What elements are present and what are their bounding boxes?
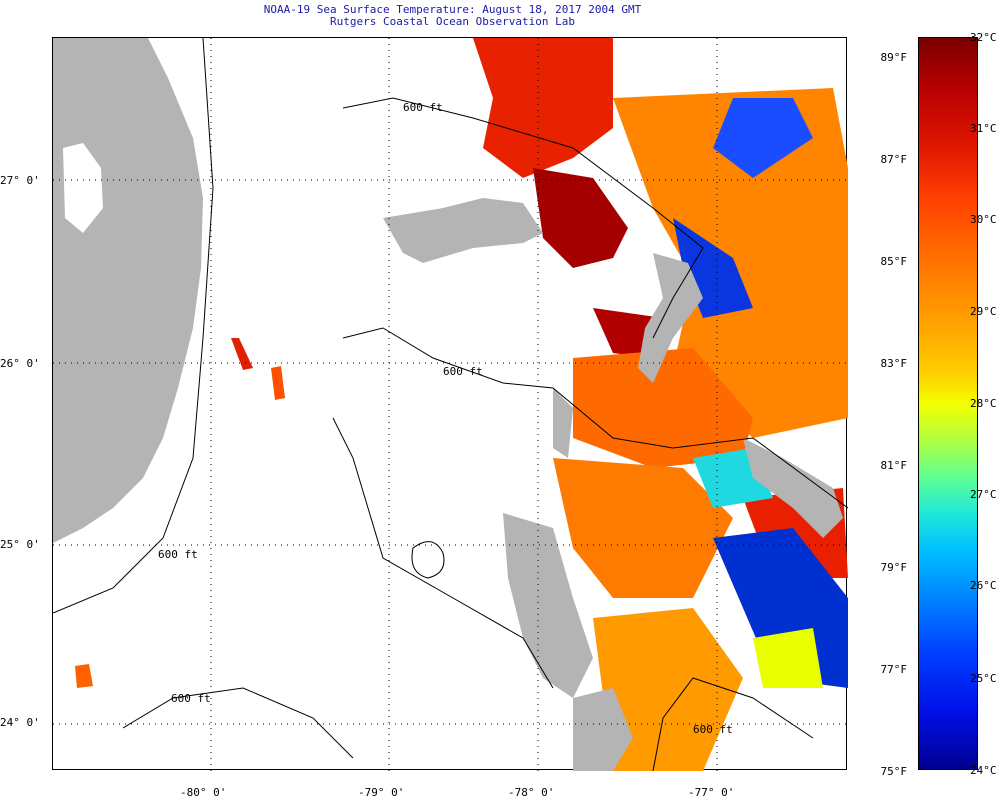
lon-label-77: -77° 0' <box>688 786 735 799</box>
sst-patch-yellow <box>753 628 823 688</box>
colorbar-f-75: 75°F <box>880 765 908 778</box>
bimini-bank-island <box>553 388 573 458</box>
exuma-chain <box>573 688 633 771</box>
contour-label-3: 600 ft <box>158 548 198 561</box>
sst-patch-orange-southeast <box>593 608 743 771</box>
colorbar-f-83: 83°F <box>880 357 908 370</box>
colorbar-f-89: 89°F <box>880 51 908 64</box>
florida-land <box>53 38 203 543</box>
colorbar-f-77: 77°F <box>880 663 908 676</box>
sst-map-canvas: 600 ft 600 ft 600 ft 600 ft 600 ft <box>52 37 849 772</box>
colorbar-f-85: 85°F <box>880 255 908 268</box>
graticule <box>53 38 848 771</box>
contour-600ft-little-bahama <box>342 97 704 339</box>
colorbar-c-31: 31°C <box>970 122 997 135</box>
sst-map: 600 ft 600 ft 600 ft 600 ft 600 ft <box>52 37 849 772</box>
contour-600ft-southeast <box>652 677 814 772</box>
lat-label-24: 24° 0' <box>0 716 40 729</box>
colorbar-f-81: 81°F <box>880 459 908 472</box>
contour-600ft-tongue <box>332 417 554 689</box>
lake-okeechobee <box>63 143 103 233</box>
lat-label-25: 25° 0' <box>0 538 40 551</box>
colorbar-c-25: 25°C <box>970 672 997 685</box>
sst-patch-west-small2 <box>271 366 285 400</box>
sst-patch-north-dark <box>533 168 628 268</box>
colorbar-c-29: 29°C <box>970 305 997 318</box>
map-title: NOAA-19 Sea Surface Temperature: August … <box>263 3 642 16</box>
sst-patch-north-red <box>473 38 613 178</box>
colorbar-c-28: 28°C <box>970 397 997 410</box>
land <box>53 38 843 771</box>
lon-label-78: -78° 0' <box>508 786 555 799</box>
sst-patch-southwest-spot <box>75 664 93 688</box>
colorbar-f-79: 79°F <box>880 561 908 574</box>
sst-patch-west-small <box>231 338 253 370</box>
eleuthera-island <box>743 438 843 538</box>
lat-label-26: 26° 0' <box>0 357 40 370</box>
abaco-island <box>638 253 703 383</box>
contour-label-5: 600 ft <box>693 723 733 736</box>
depth-contours <box>52 37 849 772</box>
colorbar-c-32: 32°C <box>970 31 997 44</box>
contour-600ft-great-bahama <box>342 327 849 509</box>
contour-600ft-florida <box>52 37 214 614</box>
colorbar-f-87: 87°F <box>880 153 908 166</box>
sst-patch-cool-band <box>713 98 813 178</box>
andros-island <box>503 513 593 698</box>
contour-label-4: 600 ft <box>171 692 211 705</box>
lon-label-80: -80° 0' <box>180 786 227 799</box>
sst-field <box>75 38 848 771</box>
colorbar-c-27: 27°C <box>970 488 997 501</box>
lon-label-79: -79° 0' <box>358 786 405 799</box>
sst-patch-orange-south <box>553 458 733 598</box>
colorbar-c-26: 26°C <box>970 579 997 592</box>
contour-label-2: 600 ft <box>443 365 483 378</box>
sst-patch-orange-central <box>573 348 753 468</box>
contour-label-1: 600 ft <box>403 101 443 114</box>
contour-600ft-south <box>122 687 354 759</box>
lat-label-27: 27° 0' <box>0 174 40 187</box>
map-subtitle: Rutgers Coastal Ocean Observation Lab <box>329 15 576 28</box>
colorbar-c-24: 24°C <box>970 764 997 777</box>
grand-bahama <box>383 198 543 263</box>
temperature-colorbar <box>918 37 978 770</box>
contour-600ft-seamount <box>411 541 445 579</box>
colorbar-c-30: 30°C <box>970 213 997 226</box>
